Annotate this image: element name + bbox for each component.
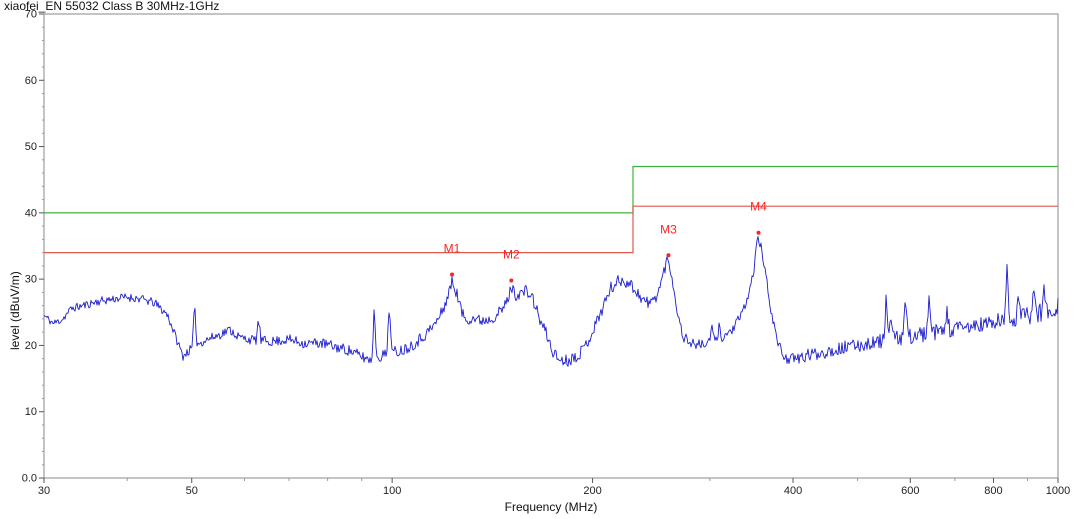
x-tick-label: 100 [383, 485, 401, 497]
marker-M1: M1 [444, 242, 461, 277]
marker-dot [756, 230, 761, 235]
marker-M3: M3 [660, 222, 677, 258]
x-tick-label: 800 [984, 485, 1002, 497]
emission-trace [43, 236, 1059, 367]
x-tick-label: 30 [38, 485, 50, 497]
limit-line-margin [44, 205, 1058, 254]
y-axis: 70 60 50 40 30 20 10 0.0 [22, 9, 44, 485]
x-tick-label: 1000 [1046, 485, 1070, 497]
x-tick-label: 200 [583, 485, 601, 497]
limit-line-upper [44, 165, 1058, 214]
x-tick-label: 400 [784, 485, 802, 497]
plot-border [43, 13, 1059, 479]
marker-label: M3 [660, 222, 677, 236]
x-tick-label: 600 [901, 485, 919, 497]
marker-M4: M4 [750, 200, 767, 235]
y-tick-label: 40 [25, 207, 37, 219]
y-tick-label: 50 [25, 141, 37, 153]
marker-label: M4 [750, 200, 767, 214]
marker-dot [666, 253, 671, 258]
marker-dot [509, 278, 514, 283]
x-tick-label: 50 [186, 485, 198, 497]
y-tick-label: 60 [25, 75, 37, 87]
marker-dot [450, 272, 455, 277]
x-axis: 30 50 100 200 400 600 800 1000 [38, 478, 1070, 497]
marker-M2: M2 [503, 247, 520, 283]
y-tick-label: 20 [25, 340, 37, 352]
y-tick-label: 30 [25, 274, 37, 286]
y-tick-label: 70 [25, 9, 37, 21]
marker-label: M1 [444, 242, 461, 256]
y-tick-label: 0.0 [22, 473, 37, 485]
x-axis-label: Frequency (MHz) [504, 500, 598, 514]
y-axis-label: level (dBuV/m) [8, 271, 22, 350]
marker-label: M2 [503, 247, 520, 261]
y-tick-label: 10 [25, 406, 37, 418]
chart-title: xiaofei_EN 55032 Class B 30MHz-1GHz [4, 0, 220, 13]
